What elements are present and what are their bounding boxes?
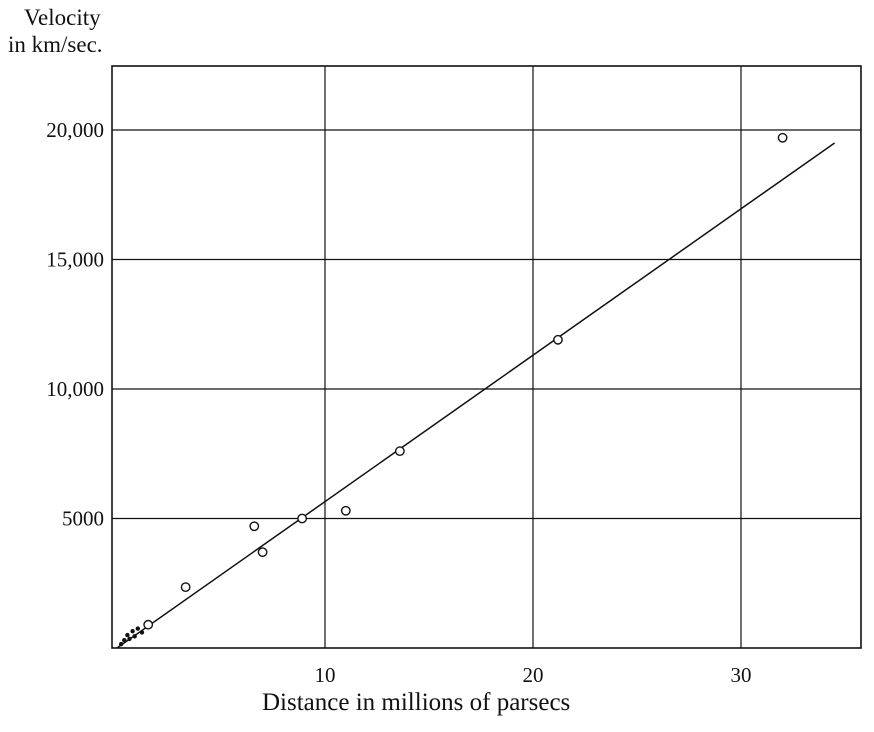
- y-tick-label: 10,000: [46, 377, 104, 401]
- y-tick-label: 20,000: [46, 118, 104, 142]
- x-tick-label: 10: [315, 663, 336, 687]
- x-axis-label: Distance in millions of parsecs: [262, 689, 571, 716]
- plot-frame: [111, 65, 862, 649]
- data-point-dot: [118, 641, 124, 647]
- data-point-dot: [122, 638, 127, 643]
- x-tick-label: 20: [523, 663, 544, 687]
- data-point-circle: [553, 334, 563, 345]
- data-point-dot: [130, 628, 135, 634]
- y-axis-label-line-2: in km/sec.: [8, 32, 103, 57]
- y-tick-label: 15,000: [46, 248, 104, 272]
- data-point-circle: [394, 446, 405, 457]
- fit-line: [116, 142, 836, 649]
- x-tick-labels: 10 20 30: [315, 663, 752, 687]
- data-point-circle: [777, 132, 788, 143]
- data-point-circle: [249, 521, 260, 532]
- data-point-dot: [132, 634, 137, 639]
- x-tick-label: 30: [731, 663, 752, 687]
- y-tick-labels: 5000 10,000 15,000 20,000: [46, 118, 104, 531]
- y-axis-label-line-1: Velocity: [24, 5, 101, 30]
- data-point-dot: [135, 626, 140, 631]
- data-point-circle: [180, 582, 191, 593]
- data-point-circle: [143, 619, 154, 630]
- data-points: [118, 132, 788, 647]
- data-point-dot: [139, 630, 145, 635]
- data-point-dot: [125, 632, 130, 638]
- data-point-dot: [127, 636, 132, 642]
- grid-lines: [112, 66, 861, 648]
- data-point-circle: [340, 505, 351, 516]
- data-point-circle: [297, 513, 308, 524]
- fit-line-group: [116, 142, 836, 649]
- data-point-circle: [257, 547, 268, 558]
- y-tick-label: 5000: [62, 507, 104, 531]
